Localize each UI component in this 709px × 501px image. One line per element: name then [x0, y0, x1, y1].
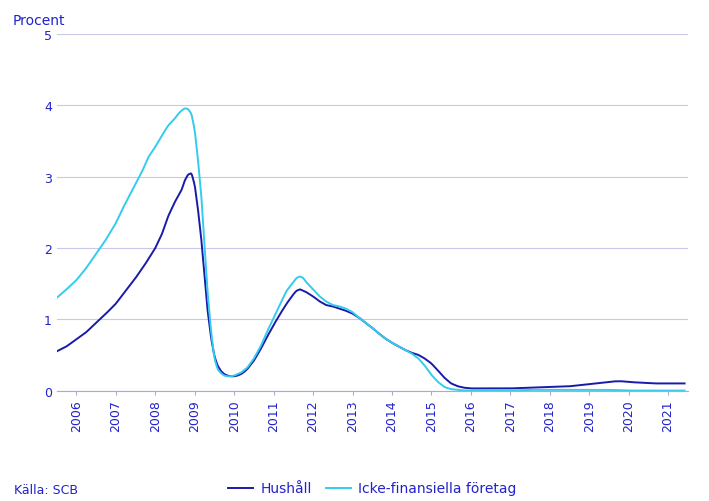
Icke-finansiella företag — [337, 305, 346, 311]
Icke-finansiella företag — [182, 106, 190, 112]
Hushåll — [186, 171, 195, 177]
Hushåll — [423, 358, 432, 364]
Icke-finansiella företag — [527, 387, 536, 393]
Icke-finansiella företag — [681, 388, 689, 394]
Line: Hushåll: Hushåll — [57, 174, 685, 389]
Text: Procent: Procent — [13, 14, 65, 28]
Hushåll — [337, 307, 346, 313]
Hushåll — [164, 215, 172, 221]
Icke-finansiella företag — [474, 388, 482, 394]
Hushåll — [467, 386, 476, 392]
Hushåll — [474, 386, 482, 392]
Icke-finansiella företag — [215, 368, 223, 374]
Hushåll — [215, 365, 223, 371]
Icke-finansiella företag — [164, 124, 172, 130]
Legend: Hushåll, Icke-finansiella företag: Hushåll, Icke-finansiella företag — [223, 476, 522, 501]
Icke-finansiella företag — [460, 388, 469, 394]
Hushåll — [52, 349, 61, 355]
Hushåll — [681, 381, 689, 387]
Text: Källa: SCB: Källa: SCB — [14, 483, 78, 496]
Icke-finansiella företag — [423, 367, 432, 373]
Line: Icke-finansiella företag: Icke-finansiella företag — [57, 109, 685, 391]
Hushåll — [527, 385, 536, 391]
Icke-finansiella företag — [52, 295, 61, 301]
